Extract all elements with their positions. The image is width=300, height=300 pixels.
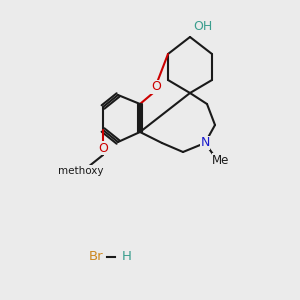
Text: Me: Me — [212, 154, 230, 166]
Text: H: H — [122, 250, 132, 263]
Text: OH: OH — [194, 20, 213, 34]
Text: O: O — [151, 80, 161, 94]
Text: O: O — [98, 142, 108, 154]
Text: methoxy: methoxy — [58, 166, 104, 176]
Text: Br: Br — [89, 250, 103, 263]
Text: N: N — [200, 136, 210, 149]
